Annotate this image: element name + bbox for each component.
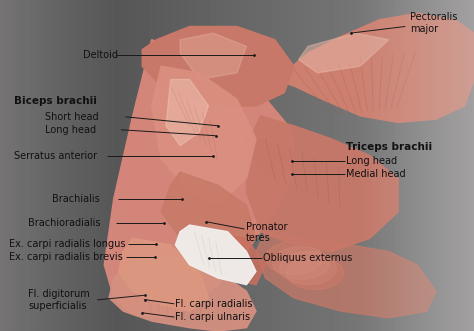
Polygon shape <box>299 33 389 73</box>
Polygon shape <box>250 142 287 166</box>
Polygon shape <box>246 139 284 162</box>
Polygon shape <box>280 252 337 285</box>
Polygon shape <box>175 225 256 285</box>
Text: Biceps brachii: Biceps brachii <box>14 96 97 106</box>
Text: Fl. carpi radialis: Fl. carpi radialis <box>175 299 253 309</box>
Text: Brachioradialis: Brachioradialis <box>28 218 101 228</box>
Polygon shape <box>180 33 246 79</box>
Polygon shape <box>118 238 209 311</box>
Polygon shape <box>280 252 337 285</box>
Polygon shape <box>256 232 436 318</box>
Text: Short head: Short head <box>45 112 99 122</box>
Text: Triceps brachii: Triceps brachii <box>346 142 432 152</box>
Text: Medial head: Medial head <box>346 169 406 179</box>
Polygon shape <box>262 156 296 179</box>
Polygon shape <box>161 172 256 258</box>
Polygon shape <box>199 232 265 285</box>
Polygon shape <box>259 152 294 175</box>
Polygon shape <box>246 116 398 252</box>
Text: Fl. digitorum
superficialis: Fl. digitorum superficialis <box>28 289 90 311</box>
Polygon shape <box>142 26 294 106</box>
Polygon shape <box>152 66 256 205</box>
Polygon shape <box>273 247 329 280</box>
Polygon shape <box>287 257 344 290</box>
Text: Deltoid: Deltoid <box>83 50 118 60</box>
Polygon shape <box>265 242 322 275</box>
Text: Pronator
teres: Pronator teres <box>246 221 287 243</box>
Text: Long head: Long head <box>346 156 397 166</box>
Polygon shape <box>287 257 344 290</box>
Polygon shape <box>109 258 256 331</box>
Polygon shape <box>275 13 474 122</box>
Text: Serratus anterior: Serratus anterior <box>14 151 97 161</box>
Text: Ex. carpi radialis longus: Ex. carpi radialis longus <box>9 239 126 249</box>
Polygon shape <box>166 79 209 146</box>
Polygon shape <box>273 247 329 280</box>
Polygon shape <box>253 146 289 169</box>
Text: Obliquus externus: Obliquus externus <box>263 253 352 262</box>
Polygon shape <box>265 242 322 275</box>
Text: Brachialis: Brachialis <box>52 194 100 204</box>
Polygon shape <box>256 149 292 172</box>
Polygon shape <box>104 40 294 318</box>
Text: Long head: Long head <box>45 125 96 135</box>
Text: Fl. carpi ulnaris: Fl. carpi ulnaris <box>175 312 250 322</box>
Text: Ex. carpi radialis brevis: Ex. carpi radialis brevis <box>9 252 123 261</box>
Text: Pectoralis
major: Pectoralis major <box>410 12 457 34</box>
